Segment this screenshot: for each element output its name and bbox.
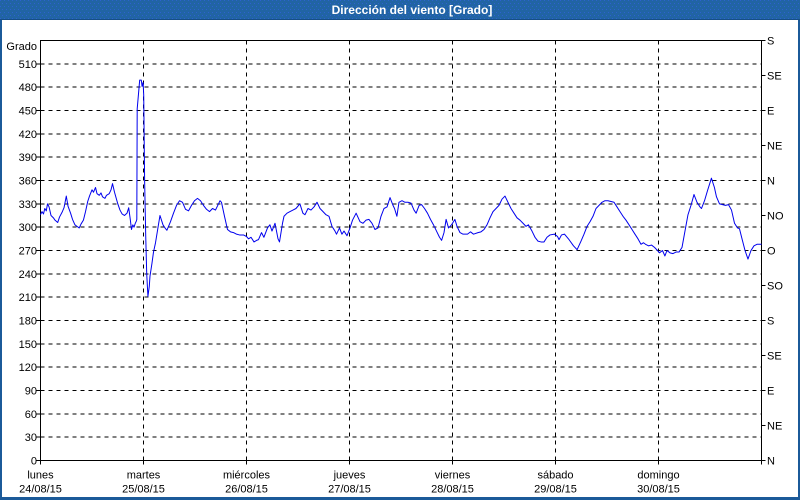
y2-axis-tick-label: O [767,246,776,258]
y-axis-tick-label: 360 [19,176,37,188]
y-axis-tick-label: 30 [25,432,37,444]
y-axis-tick-label: 90 [25,386,37,398]
y2-axis-tick-label: SO [767,281,783,293]
x-axis-day-date: 27/08/15 [328,484,371,496]
x-axis-day-name: viernes [435,470,471,482]
x-axis-day-name: lunes [27,470,54,482]
x-axis-day-date: 26/08/15 [225,484,268,496]
titlebar-dot-texture [0,0,800,20]
y-axis-tick-label: 150 [19,339,37,351]
x-axis-day-date: 29/08/15 [534,484,577,496]
y2-axis-tick-label: NO [767,211,784,223]
y-axis-tick-label: 180 [19,316,37,328]
y-axis-tick-label: 450 [19,106,37,118]
titlebar-bottom-edge [0,19,800,20]
y-axis-tick-label: 120 [19,362,37,374]
y-axis-tick-label: 270 [19,246,37,258]
x-axis-day-name: sábado [537,470,573,482]
x-axis-day-name: martes [127,470,161,482]
x-axis-day-date: 25/08/15 [122,484,165,496]
y2-axis-tick-label: N [767,456,775,468]
y2-axis-tick-label: N [767,176,775,188]
x-axis-day-date: 30/08/15 [637,484,680,496]
window-title: Dirección del viento [Grado] [331,3,493,17]
x-axis-day-date: 28/08/15 [431,484,474,496]
y-axis-tick-label: 0 [31,456,37,468]
x-axis-day-name: miércoles [223,470,271,482]
y2-axis-tick-label: E [767,386,774,398]
y2-axis-tick-label: S [767,316,774,328]
series-line [40,79,762,297]
y-axis-tick-label: 510 [19,59,37,71]
x-axis-day-name: domingo [637,470,679,482]
y-axis-tick-label: 240 [19,269,37,281]
y-axis-tick-label: 390 [19,152,37,164]
y-axis-tick-label: 300 [19,222,37,234]
y-axis-tick-label: 60 [25,409,37,421]
x-axis-day-name: jueves [333,470,366,482]
wind-direction-chart: 0 30 60 90 120 150 180 210 240 270 300 330 360 390 420… [6,36,784,496]
y-axis-title: Grado [6,41,37,53]
y2-axis-tick-label: E [767,106,774,118]
y2-axis-tick-label: NE [767,141,782,153]
y-axis-tick-label: 210 [19,292,37,304]
y2-axis-tick-label: SE [767,351,782,363]
y2-axis-tick-label: S [767,36,774,48]
plot-border [40,40,762,461]
y-axis-tick-label: 420 [19,129,37,141]
y-axis-tick-label: 330 [19,199,37,211]
y2-axis-tick-label: NE [767,421,782,433]
window-titlebar: Dirección del viento [Grado] [0,0,800,20]
y-axis-tick-label: 480 [19,82,37,94]
y2-axis-tick-label: SE [767,71,782,83]
x-axis-day-date: 24/08/15 [19,484,62,496]
titlebar-dot-fill [0,0,800,19]
